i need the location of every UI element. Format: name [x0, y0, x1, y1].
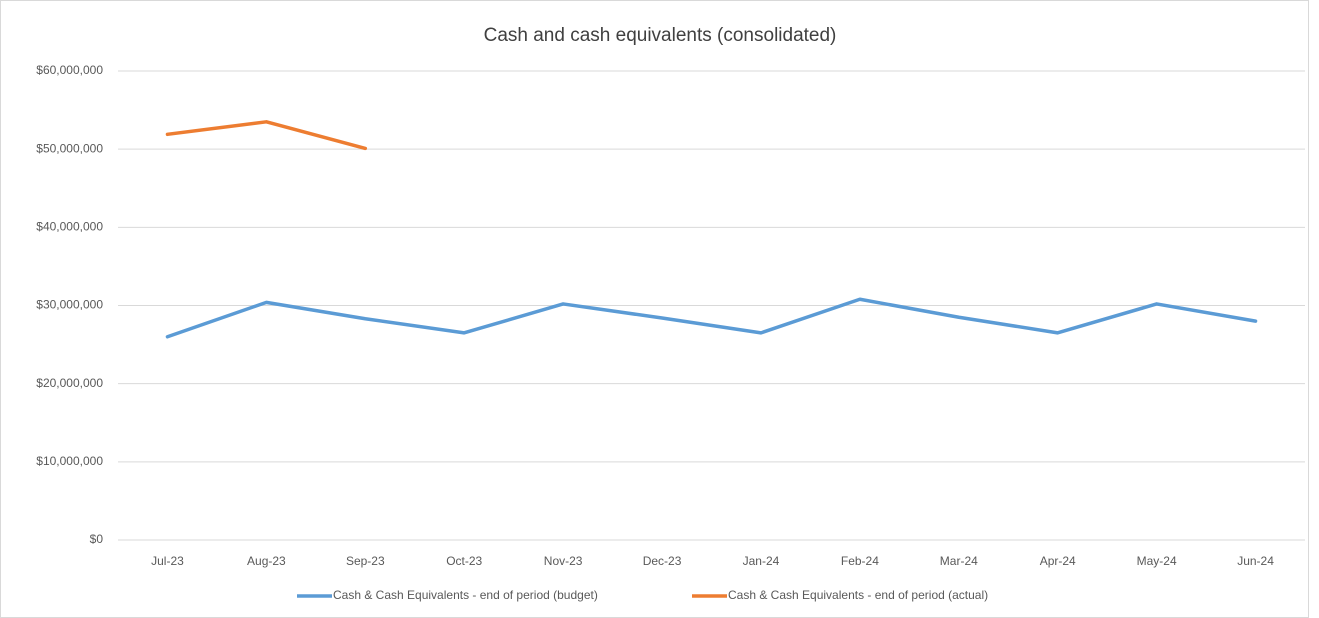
x-tick-label: Jul-23	[151, 554, 184, 568]
x-tick-label: Jan-24	[743, 554, 780, 568]
y-tick-label: $40,000,000	[36, 220, 103, 234]
y-tick-label: $30,000,000	[36, 298, 103, 312]
line	[165, 297, 1258, 339]
y-tick-label: $60,000,000	[36, 63, 103, 77]
x-tick-label: Aug-23	[247, 554, 286, 568]
x-tick-label: Oct-23	[446, 554, 482, 568]
x-tick-label: Nov-23	[544, 554, 583, 568]
y-tick-label: $0	[90, 532, 104, 546]
x-tick-label: Jun-24	[1237, 554, 1274, 568]
y-tick-label: $20,000,000	[36, 376, 103, 390]
legend-label: Cash & Cash Equivalents - end of period …	[728, 588, 988, 602]
x-tick-label: Feb-24	[841, 554, 879, 568]
y-tick-label: $10,000,000	[36, 454, 103, 468]
line	[165, 120, 368, 151]
x-tick-label: May-24	[1137, 554, 1177, 568]
legend-label: Cash & Cash Equivalents - end of period …	[333, 588, 598, 602]
x-tick-label: Sep-23	[346, 554, 385, 568]
chart-title: Cash and cash equivalents (consolidated)	[484, 25, 837, 46]
x-tick-label: Apr-24	[1040, 554, 1076, 568]
y-tick-label: $50,000,000	[36, 141, 103, 155]
x-tick-label: Dec-23	[643, 554, 682, 568]
x-tick-label: Mar-24	[940, 554, 978, 568]
